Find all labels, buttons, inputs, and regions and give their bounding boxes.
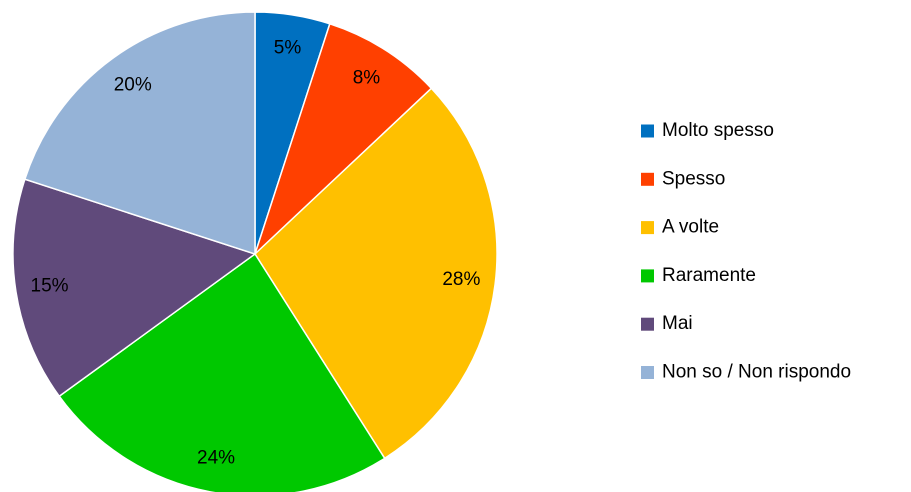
data-label: 15%: [31, 276, 69, 297]
legend-label: Raramente: [662, 265, 756, 286]
legend-swatch: [641, 221, 654, 235]
legend-label: Non so / Non rispondo: [662, 362, 851, 383]
pie-slice: [23, 11, 256, 256]
data-label: 24%: [197, 447, 235, 468]
legend-swatch: [641, 317, 654, 331]
data-label: 20%: [114, 75, 152, 96]
pie-slice: [254, 22, 433, 255]
data-label: 5%: [274, 38, 302, 59]
legend-label: A volte: [662, 217, 719, 238]
legend-swatch: [641, 366, 654, 379]
legend-label: Mai: [662, 313, 693, 334]
legend-swatch: [641, 269, 654, 283]
data-label: 28%: [442, 269, 480, 290]
legend-swatch: [641, 124, 654, 138]
legend-label: Spesso: [662, 168, 725, 189]
legend-label: Molto spesso: [662, 120, 774, 141]
pie-slice: [12, 178, 257, 398]
data-label: 8%: [353, 67, 381, 88]
legend-swatch: [641, 172, 654, 186]
pie-slice: [254, 87, 498, 460]
